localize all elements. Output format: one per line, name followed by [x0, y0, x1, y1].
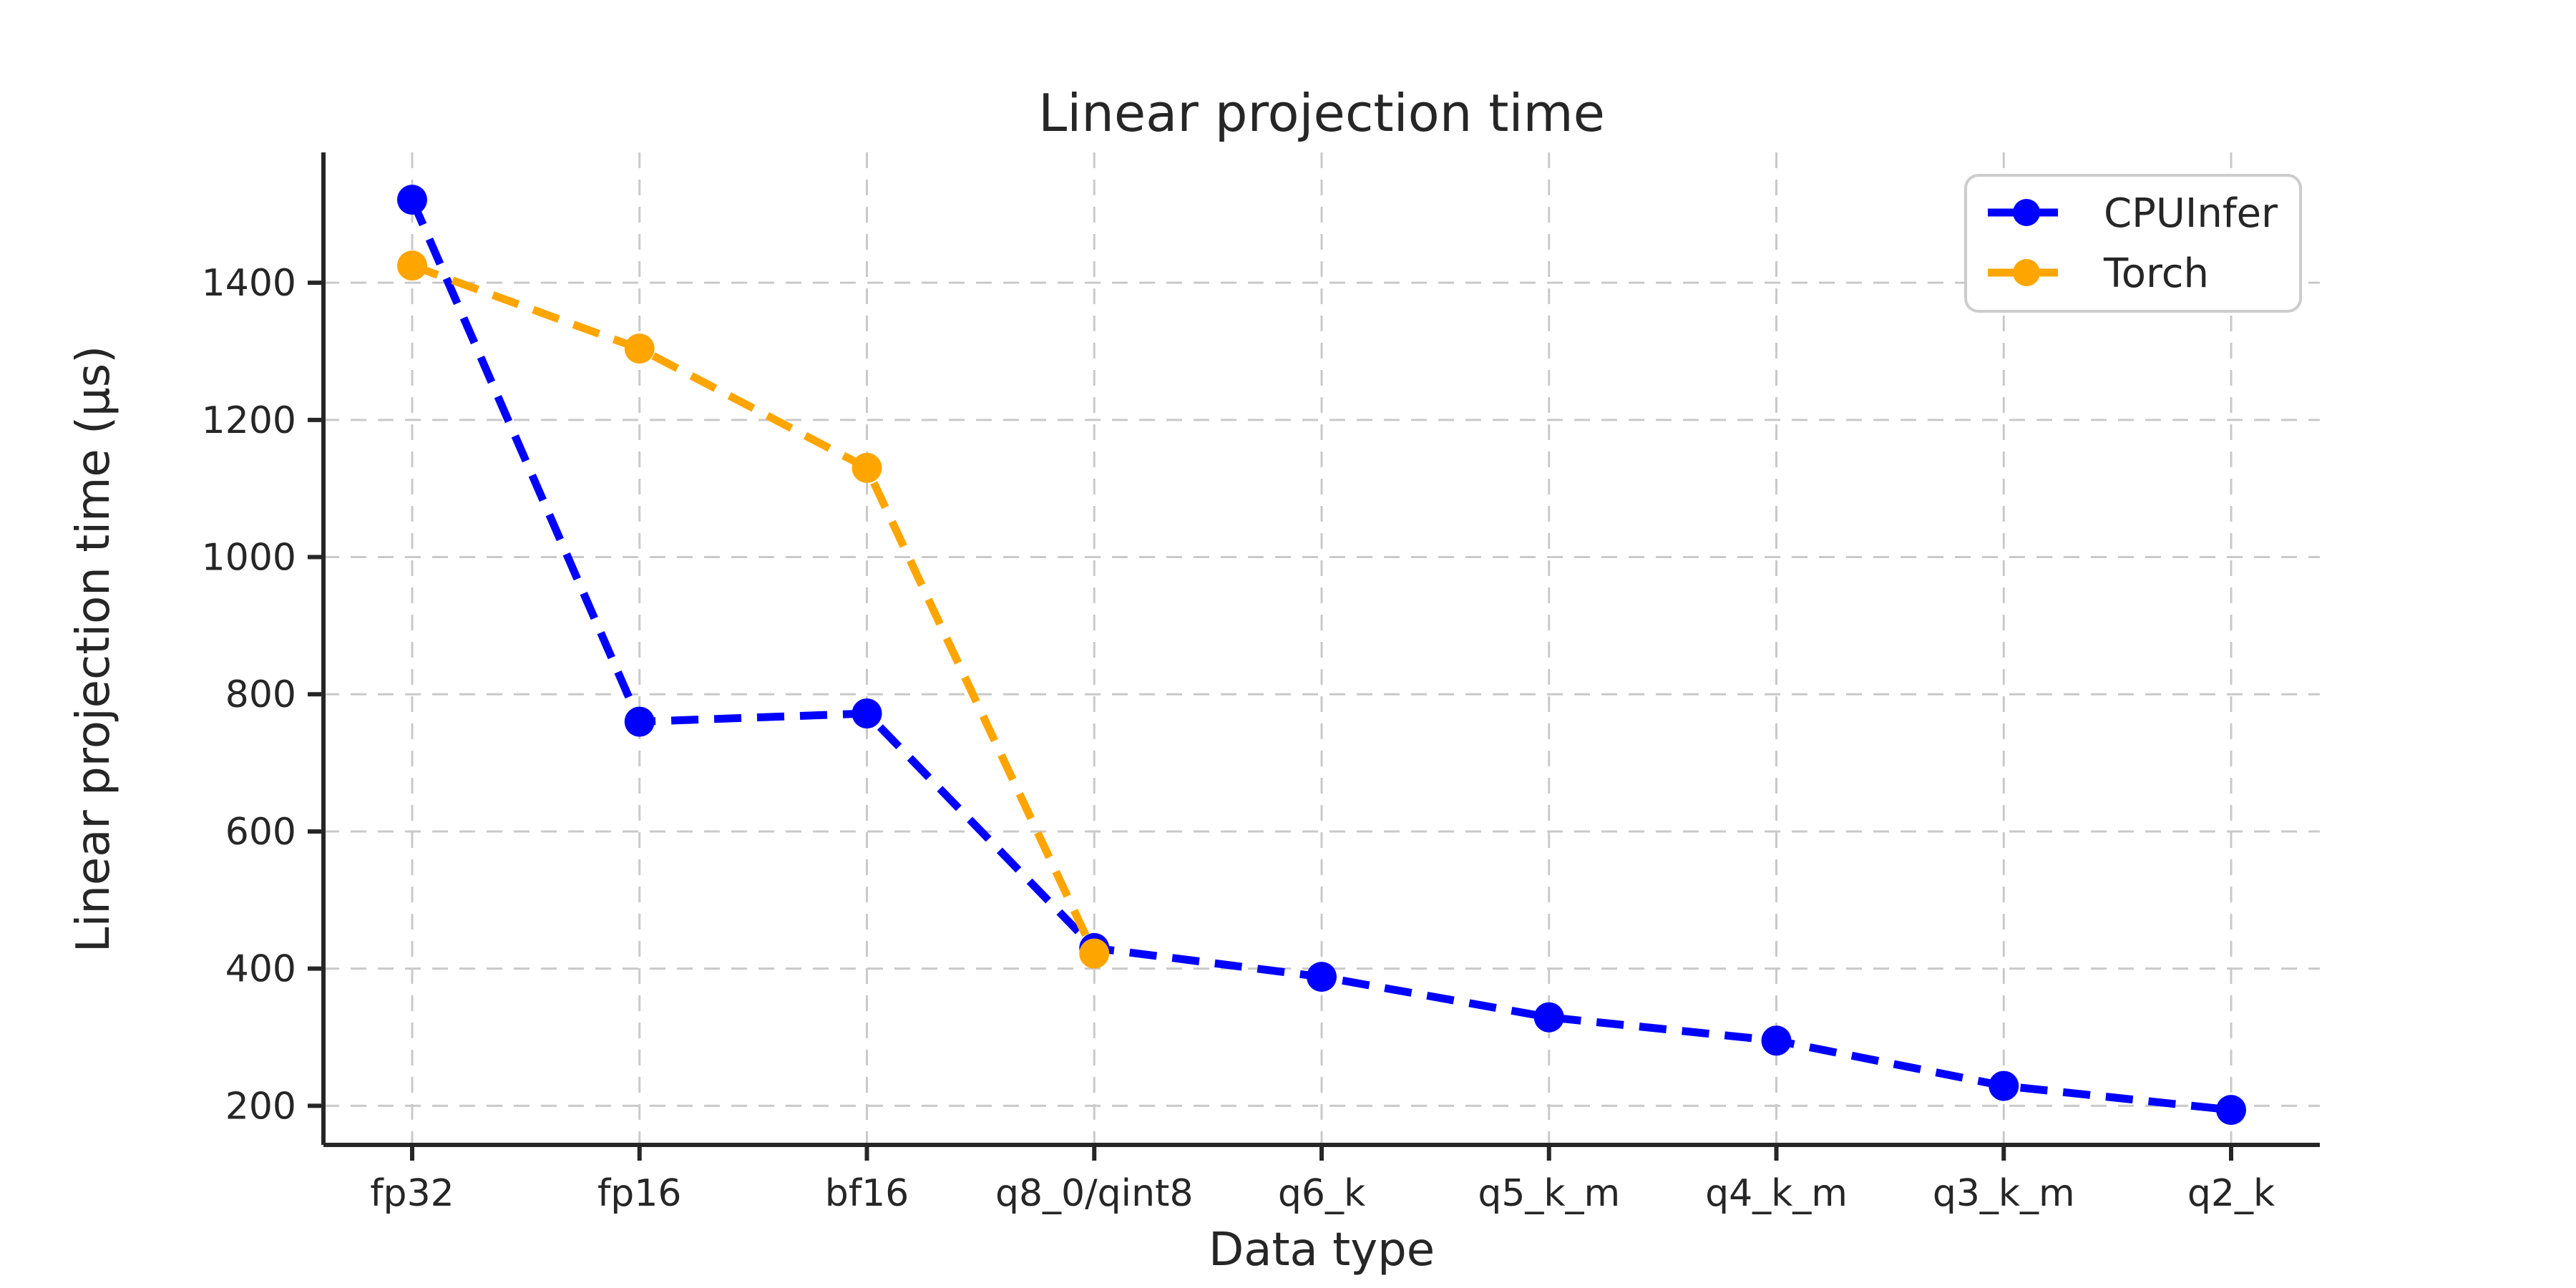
- y-tick-label: 600: [225, 811, 296, 854]
- series-layer: [397, 185, 2246, 1126]
- x-tick-label: q5_k_m: [1478, 1172, 1620, 1215]
- y-tick-label: 1400: [202, 262, 296, 305]
- legend-entries: CPUInfer Torch: [1988, 190, 2278, 297]
- y-axis-label: Linear projection time (µs): [67, 346, 120, 952]
- legend-marker-sample: [2013, 199, 2040, 226]
- y-tick-label: 1200: [202, 399, 296, 442]
- series-line-torch: [411, 261, 1098, 955]
- x-tick-label: q2_k: [2187, 1172, 2275, 1215]
- tick-label-layer: 200 400 600 800 1000 1200 1400 fp32 fp16 bf16 q8_0…: [202, 262, 2275, 1215]
- chart-title: Linear projection time: [1038, 83, 1605, 143]
- x-tick-label: bf16: [825, 1172, 909, 1215]
- legend-entry-label: CPUInfer: [2104, 190, 2278, 237]
- data-point-cpuinfer: [397, 185, 427, 215]
- x-tick-label: q8_0/qint8: [995, 1172, 1194, 1215]
- data-point-cpuinfer: [624, 706, 655, 737]
- legend-entry-label: Torch: [2103, 250, 2209, 297]
- x-tick-label: q4_k_m: [1705, 1172, 1848, 1215]
- legend-marker-sample: [2013, 259, 2040, 286]
- y-tick-label: 800: [225, 673, 296, 716]
- y-tick-label: 200: [225, 1085, 296, 1128]
- x-tick-label: fp16: [597, 1172, 681, 1215]
- x-tick-label: fp32: [370, 1172, 454, 1215]
- y-tick-label: 400: [225, 948, 296, 991]
- x-tick-label: q6_k: [1278, 1172, 1365, 1215]
- data-point-torch: [624, 333, 655, 364]
- data-point-cpuinfer: [1761, 1025, 1792, 1056]
- data-point-cpuinfer: [1989, 1070, 2019, 1101]
- data-point-cpuinfer: [1533, 1002, 1564, 1033]
- axes-layer: [308, 152, 2320, 1161]
- data-point-cpuinfer: [1307, 962, 1337, 992]
- y-tick-label: 1000: [202, 537, 296, 580]
- data-point-cpuinfer: [2216, 1095, 2246, 1126]
- data-point-torch: [852, 452, 882, 483]
- data-point-torch: [1079, 938, 1110, 969]
- data-point-torch: [397, 250, 427, 281]
- legend: CPUInfer Torch: [1964, 174, 2302, 313]
- x-tick-label: q3_k_m: [1933, 1172, 2075, 1215]
- x-axis-label: Data type: [1209, 1224, 1435, 1277]
- data-point-cpuinfer: [852, 698, 882, 729]
